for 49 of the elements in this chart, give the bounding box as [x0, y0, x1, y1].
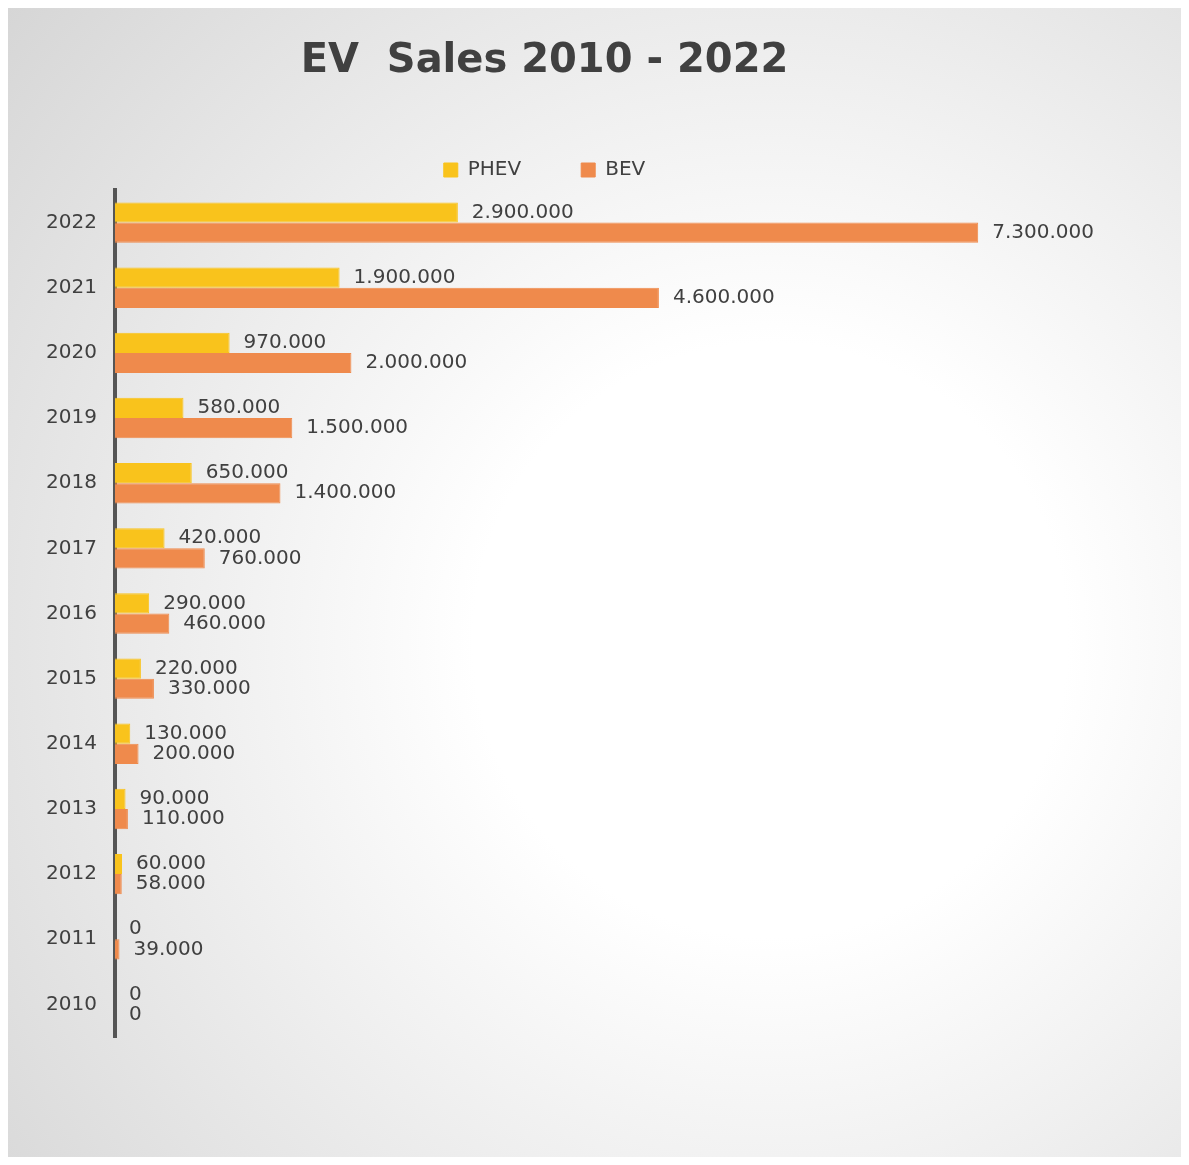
data-label: 1.400.000: [294, 479, 397, 504]
y-tick-label: 2012: [45, 860, 97, 885]
data-label: 970.000: [243, 328, 327, 353]
data-label: 4.600.000: [672, 284, 775, 309]
bar: [114, 788, 126, 809]
y-tick-label: 2016: [45, 599, 97, 624]
bar: [114, 418, 293, 439]
chart-title: EV Sales 2010 - 2022: [300, 35, 789, 82]
bar: [114, 743, 139, 765]
bar: [114, 613, 170, 634]
bar: [114, 658, 141, 679]
y-tick-label: 2011: [45, 925, 97, 950]
y-tick-label: 2019: [45, 404, 97, 429]
bar: [114, 332, 230, 353]
y-tick-label: 2013: [45, 795, 97, 820]
y-tick-label: 2021: [45, 273, 97, 298]
bar: [114, 287, 659, 308]
bar: [114, 548, 205, 569]
data-label: 2.900.000: [471, 198, 574, 223]
data-label: 650.000: [205, 459, 289, 484]
bar: [114, 593, 150, 614]
bar: [114, 939, 120, 960]
bar: [114, 874, 122, 895]
bar: [114, 202, 458, 223]
data-label: 1.900.000: [353, 263, 456, 288]
y-tick-label: 2017: [45, 534, 97, 559]
bar: [114, 853, 122, 875]
bar: [114, 483, 281, 504]
bar: [114, 222, 979, 243]
y-tick-label: 2018: [45, 469, 97, 494]
bar: [114, 678, 154, 699]
y-tick-label: 2020: [45, 339, 97, 364]
bar: [114, 397, 184, 419]
data-label: 2.000.000: [365, 349, 468, 374]
bar: [114, 463, 192, 484]
bar: [114, 352, 352, 374]
y-tick-label: 2015: [45, 664, 97, 689]
bar: [114, 808, 128, 830]
bar: [114, 723, 131, 744]
bar: [114, 528, 165, 549]
legend-label: PHEV: [467, 156, 522, 181]
y-tick-label: 2022: [45, 208, 97, 233]
legend-label: BEV: [605, 156, 646, 181]
data-label: 7.300.000: [992, 218, 1095, 243]
data-label: 580.000: [197, 394, 281, 419]
y-tick-label: 2014: [45, 730, 97, 755]
y-tick-label: 2010: [45, 990, 97, 1015]
data-label: 1.500.000: [306, 414, 409, 439]
bar: [114, 267, 340, 288]
